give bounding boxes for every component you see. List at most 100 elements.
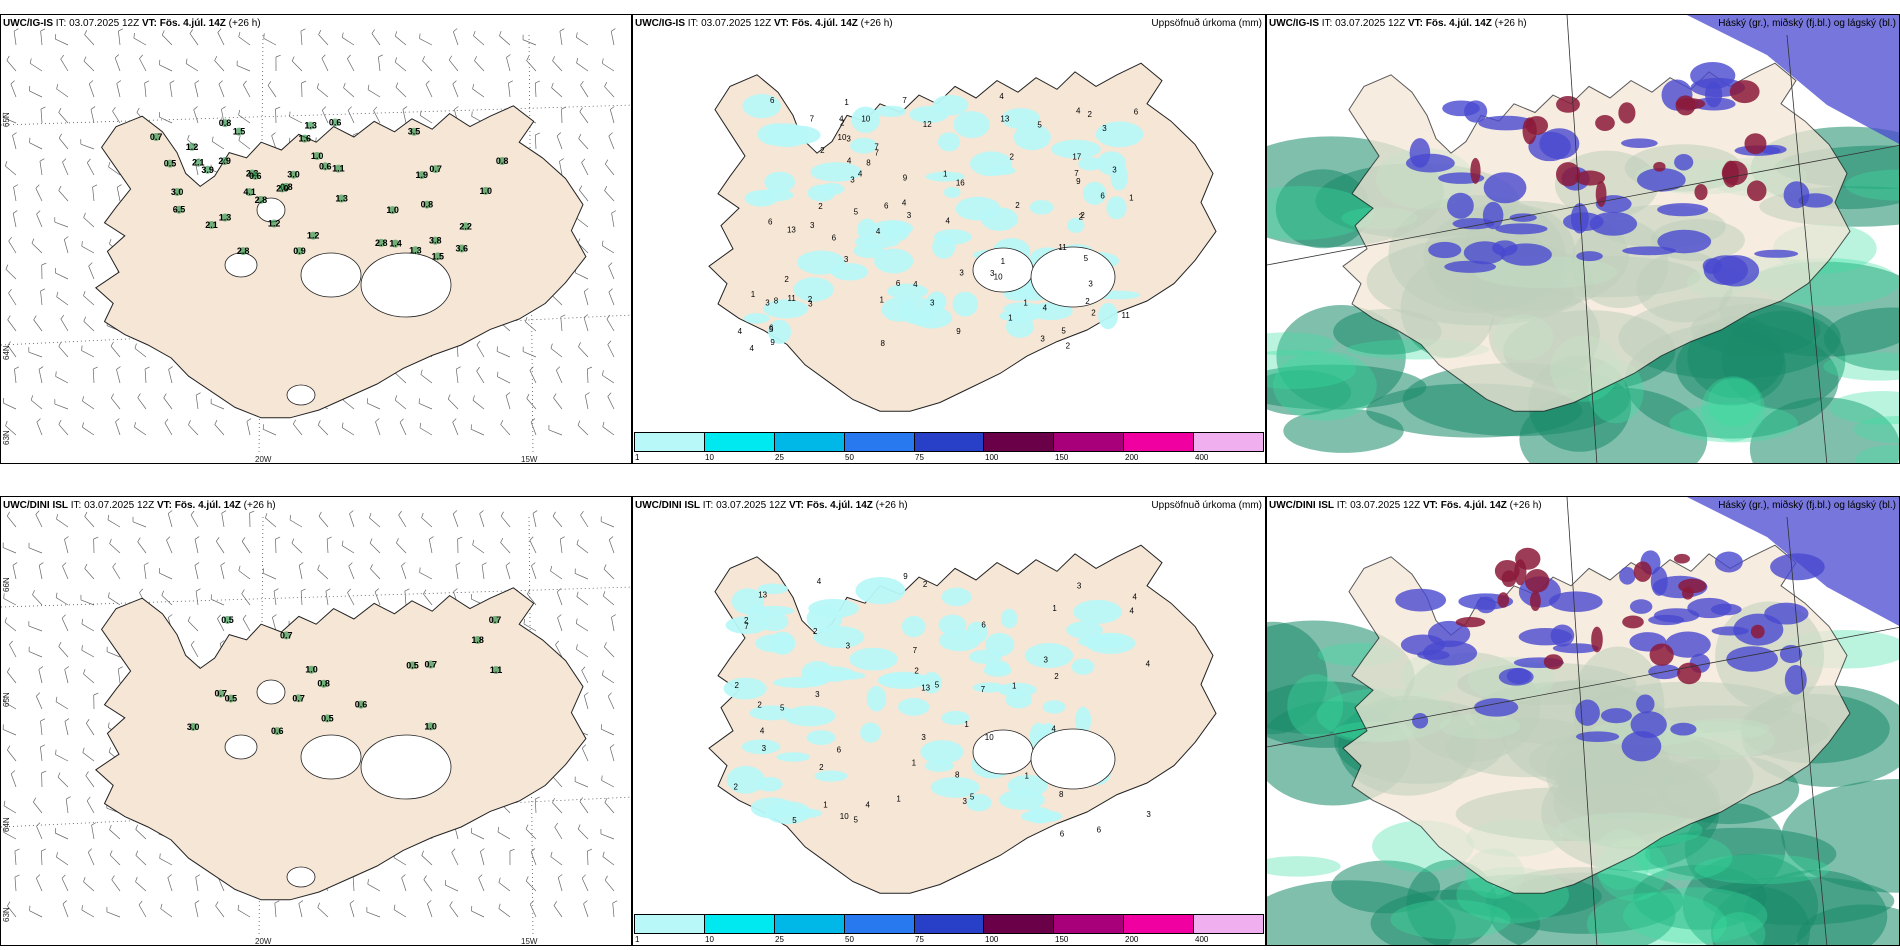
wind-value-marker: 0.7 bbox=[215, 689, 228, 699]
wind-barb bbox=[395, 82, 407, 98]
wind-value-label: 2.1 bbox=[192, 158, 205, 168]
precip-value-label: 12 bbox=[923, 120, 932, 129]
mid-cloud bbox=[1754, 249, 1799, 258]
wind-value-label: 1.0 bbox=[386, 205, 399, 215]
wind-value-label: 1.3 bbox=[409, 245, 422, 255]
wind-barb bbox=[498, 903, 511, 918]
boundary-line bbox=[1566, 15, 1598, 463]
precip-area bbox=[744, 190, 778, 207]
wind-barb bbox=[137, 393, 147, 410]
wind-barb bbox=[60, 314, 69, 332]
wind-barb bbox=[36, 822, 43, 840]
wind-barb bbox=[54, 217, 69, 228]
wind-barb bbox=[110, 341, 121, 358]
wind-barb bbox=[343, 82, 355, 98]
precip-value-label: 8 bbox=[881, 339, 886, 348]
wind-barb bbox=[373, 106, 381, 124]
precip-value-label: 3 bbox=[810, 221, 815, 230]
wind-barb bbox=[249, 510, 255, 528]
precip-value-label: 1 bbox=[912, 759, 917, 768]
wind-value-label: 0.6 bbox=[355, 700, 368, 710]
wind-barb bbox=[529, 366, 537, 384]
wind-barb bbox=[578, 342, 589, 358]
precip-value-label: 3 bbox=[815, 690, 820, 699]
glacier bbox=[224, 734, 258, 760]
wind-barb bbox=[169, 80, 175, 98]
wind-barb bbox=[132, 516, 147, 528]
wind-barb bbox=[14, 874, 20, 892]
wind-barb bbox=[7, 745, 17, 762]
wind-barb bbox=[369, 538, 381, 554]
precip-value-label: 2 bbox=[1080, 211, 1085, 220]
wind-barb bbox=[471, 827, 485, 840]
wind-barb bbox=[64, 718, 70, 736]
precip-value-label: 4 bbox=[1076, 107, 1081, 116]
wind-barb bbox=[275, 536, 281, 554]
wind-value-marker: 3.6 bbox=[456, 243, 469, 253]
precip-value-label: 6 bbox=[770, 96, 775, 105]
wind-barb bbox=[526, 393, 537, 410]
wind-value-marker: 0.7 bbox=[292, 693, 305, 703]
wind-barb bbox=[370, 564, 381, 580]
wind-barb bbox=[189, 29, 199, 46]
wind-value-marker: 0.5 bbox=[221, 615, 234, 625]
precip-area bbox=[1067, 218, 1085, 233]
high-cloud bbox=[1746, 180, 1767, 202]
high-cloud bbox=[1515, 547, 1541, 570]
wind-barb bbox=[14, 366, 20, 384]
wind-barb bbox=[6, 55, 17, 72]
wind-barb bbox=[548, 424, 563, 436]
wind-barb bbox=[167, 510, 173, 528]
mid-cloud bbox=[1712, 255, 1760, 287]
precip-area bbox=[810, 162, 862, 182]
precip-value-label: 9 bbox=[903, 174, 908, 183]
precip-value-label: 13 bbox=[787, 225, 796, 234]
precip-area bbox=[943, 186, 961, 198]
precip-value-label: 6 bbox=[1100, 191, 1105, 200]
wind-barb bbox=[604, 82, 615, 98]
wind-value-label: 0.5 bbox=[321, 713, 334, 723]
precip-area bbox=[765, 801, 812, 825]
colorbar-labels: 1 10 25 50 75 100 150 200 400 bbox=[634, 935, 1264, 945]
wind-barb bbox=[497, 371, 511, 384]
wind-barb bbox=[419, 110, 433, 124]
colorbar-tick-label: 100 bbox=[985, 935, 999, 944]
wind-barb bbox=[275, 54, 281, 72]
wind-barb bbox=[474, 56, 485, 72]
wind-barb bbox=[576, 58, 589, 72]
wind-barb bbox=[41, 262, 47, 280]
wind-barb bbox=[473, 30, 485, 46]
wind-value-marker: 1.6 bbox=[298, 134, 311, 144]
wind-barb bbox=[587, 848, 593, 866]
wind-value-marker: 0.5 bbox=[321, 713, 334, 723]
precip-value-label: 6 bbox=[884, 202, 889, 211]
high-cloud bbox=[1618, 102, 1636, 124]
precip-value-label: 2 bbox=[733, 783, 738, 792]
wind-barb bbox=[82, 396, 95, 410]
wind-barb bbox=[419, 422, 433, 436]
mid-cloud bbox=[1621, 138, 1658, 148]
wind-barb bbox=[550, 851, 563, 866]
mid-cloud bbox=[1575, 731, 1620, 743]
boundary-line bbox=[1786, 34, 1828, 463]
wind-barb bbox=[583, 692, 589, 710]
high-cloud bbox=[1673, 553, 1690, 564]
precip-value-label: 3 bbox=[846, 135, 851, 144]
wind-barb bbox=[553, 901, 563, 918]
precip-value-label: 4 bbox=[902, 198, 907, 207]
wind-barb bbox=[107, 592, 121, 606]
wind-barb bbox=[29, 905, 43, 918]
wind-value-label: 6.5 bbox=[173, 205, 186, 215]
precip-area bbox=[898, 698, 930, 716]
glacier bbox=[360, 252, 452, 318]
precip-area bbox=[743, 313, 770, 324]
mid-cloud bbox=[1657, 203, 1709, 217]
precip-value-label: 2 bbox=[840, 118, 845, 127]
precip-value-label: 1 bbox=[844, 98, 849, 107]
precip-value-label: 2 bbox=[734, 681, 739, 690]
wind-barb bbox=[509, 848, 515, 866]
wind-barb bbox=[210, 398, 225, 410]
wind-barb bbox=[195, 392, 201, 410]
wind-barb bbox=[559, 28, 565, 46]
precip-value-label: 13 bbox=[921, 683, 930, 692]
